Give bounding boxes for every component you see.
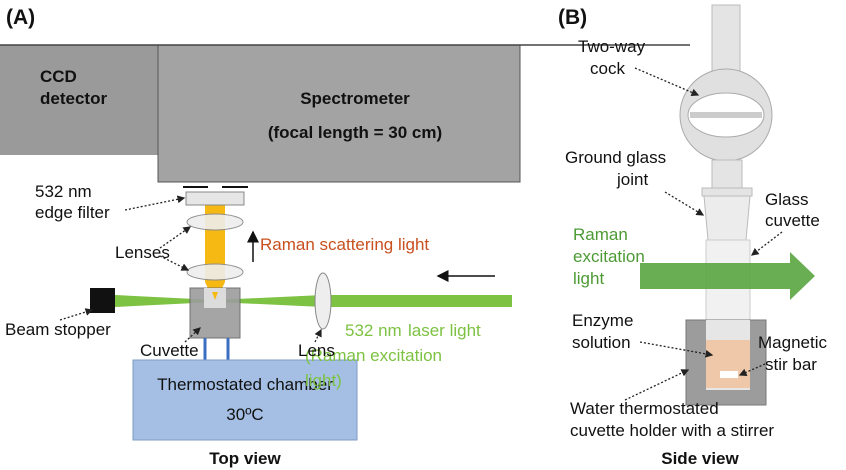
label: Magnetic <box>758 333 827 352</box>
label: (Raman excitation <box>305 346 442 365</box>
label: excitation <box>573 247 645 266</box>
edge-filter <box>185 191 245 206</box>
spectrometer-box <box>157 44 521 183</box>
label: (focal length = 30 cm) <box>268 123 442 142</box>
laser-beam <box>115 295 512 307</box>
panel-tag: (B) <box>558 6 587 29</box>
chamber <box>132 359 358 441</box>
pointer <box>664 191 705 216</box>
pointer <box>750 231 783 256</box>
label: 532 nm <box>35 182 92 201</box>
label: CCD <box>40 67 77 86</box>
label: cuvette holder with a stirrer <box>570 421 774 440</box>
label: Enzyme <box>572 311 633 330</box>
pointer <box>59 308 94 321</box>
label: cuvette <box>765 211 820 230</box>
label: Raman <box>573 225 628 244</box>
focus <box>212 292 218 300</box>
solution <box>706 340 750 388</box>
beam-stopper <box>90 288 115 313</box>
ccd-box <box>0 45 160 155</box>
joint <box>701 187 753 197</box>
caption: Side view <box>661 449 739 468</box>
pointer <box>639 341 714 358</box>
lens <box>186 263 244 281</box>
pointer <box>738 363 766 376</box>
label: edge filter <box>35 203 110 222</box>
pointer <box>159 226 192 249</box>
stir-bar <box>720 371 738 378</box>
label: light <box>573 269 604 288</box>
excitation-arrow <box>640 252 815 300</box>
pointer <box>159 255 190 271</box>
lens <box>314 272 332 330</box>
label: joint <box>616 170 648 189</box>
label: 30ºC <box>226 405 263 424</box>
label: Ground glass <box>565 148 666 167</box>
label: detector <box>40 89 107 108</box>
tube <box>711 159 743 189</box>
pointer <box>634 67 700 97</box>
label: Water thermostated <box>570 399 719 418</box>
label: cock <box>590 59 625 78</box>
joint <box>703 195 751 241</box>
caption: Top view <box>209 449 281 468</box>
tube <box>711 4 741 76</box>
label: Thermostated chamber <box>157 375 333 394</box>
label: laser light <box>408 321 481 340</box>
pointer <box>184 327 201 343</box>
label: Lens <box>298 341 335 360</box>
label: Two-way <box>578 37 646 56</box>
label: Raman scattering light <box>260 235 429 254</box>
pointer <box>124 195 186 211</box>
label: Spectrometer <box>300 89 410 108</box>
label: Lenses <box>115 243 170 262</box>
label: Glass <box>765 190 808 209</box>
pointer <box>624 369 690 401</box>
label: light) <box>305 371 342 390</box>
label: stir bar <box>765 355 817 374</box>
panel-tag: (A) <box>6 6 35 29</box>
label: Beam stopper <box>5 320 111 339</box>
label: Cuvette <box>140 341 199 360</box>
lens <box>186 213 244 231</box>
label: solution <box>572 333 631 352</box>
label: 532 nm <box>345 321 402 340</box>
